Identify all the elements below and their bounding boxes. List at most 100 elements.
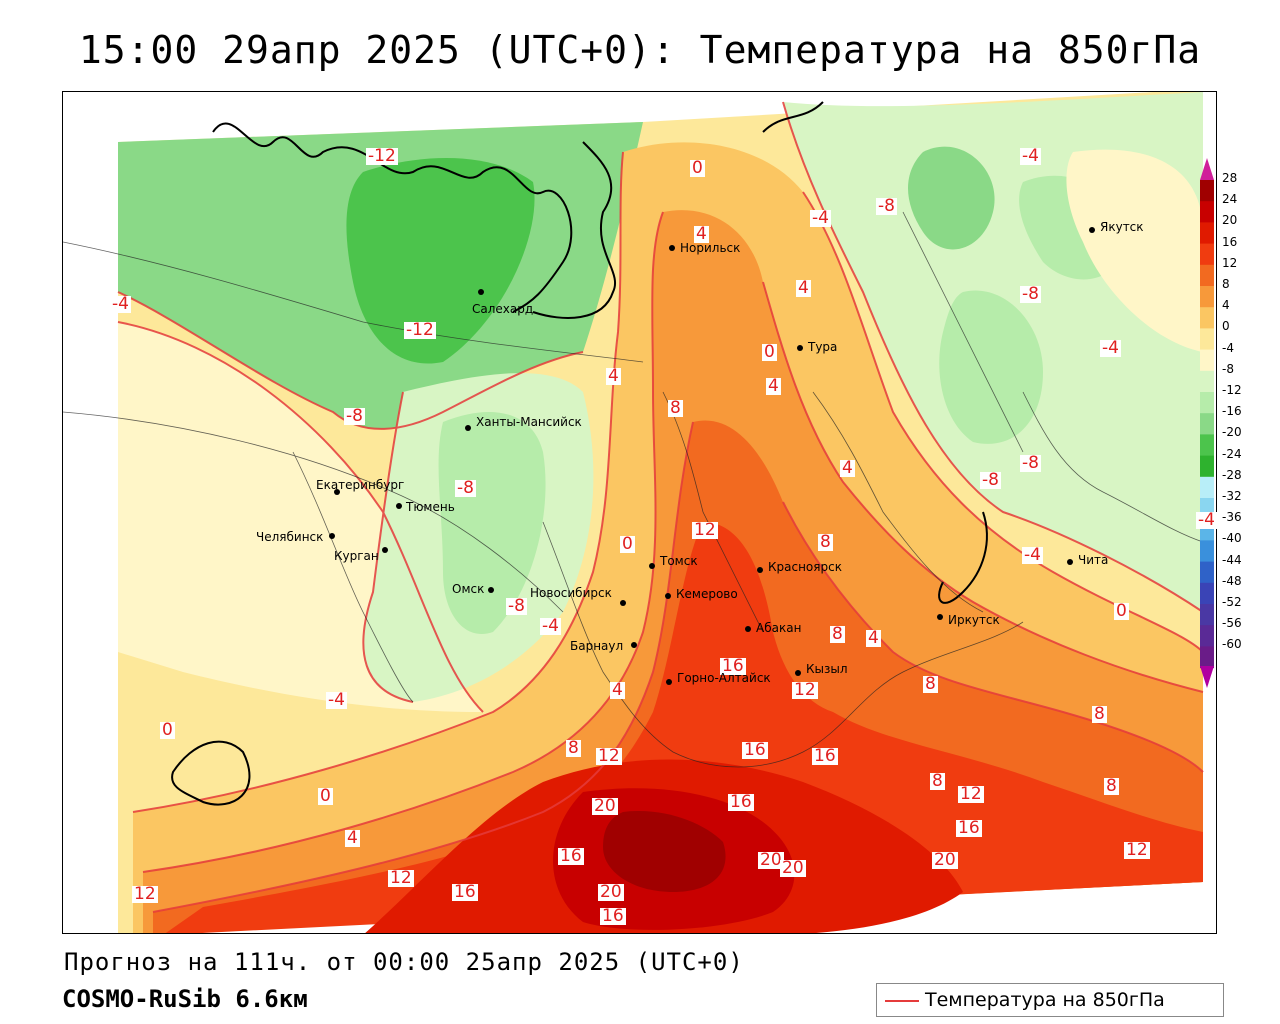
city-marker (396, 503, 402, 509)
isotherm-label: 0 (1114, 601, 1129, 621)
isotherm-label: 12 (792, 680, 818, 700)
isotherm-label: -4 (1020, 146, 1041, 166)
colorbar-tick-label: -40 (1222, 531, 1242, 546)
colorbar-top-triangle (1200, 158, 1214, 180)
colorbar-swatch (1200, 243, 1214, 266)
colorbar-swatch (1200, 582, 1214, 605)
isotherm-label: -4 (326, 690, 347, 710)
colorbar-swatch (1200, 434, 1214, 457)
colorbar-tick-label: -56 (1222, 616, 1242, 631)
legend-label: Температура на 850гПа (925, 989, 1165, 1011)
colorbar-tick-label: -32 (1222, 489, 1242, 503)
city-marker (631, 642, 637, 648)
city-label: Екатеринбург (316, 478, 405, 492)
colorbar-tick-label: -36 (1222, 510, 1242, 525)
colorbar-tick-label: -4 (1222, 340, 1234, 355)
isotherm-label: -4 (810, 208, 831, 228)
map-title: 15:00 29апр 2025 (UTC+0): Температура на… (78, 28, 1202, 72)
map-canvas (63, 92, 1216, 933)
city-marker (669, 245, 675, 251)
colorbar-swatch (1200, 349, 1214, 372)
city-label: Ханты-Мансийск (476, 415, 582, 429)
isotherm-label: 0 (762, 342, 777, 362)
city-label: Кемерово (676, 587, 738, 601)
colorbar-swatch (1200, 264, 1214, 287)
city-label: Курган (334, 549, 379, 563)
colorbar-swatch (1200, 625, 1214, 647)
colorbar-swatch (1200, 392, 1214, 414)
isotherm-label: 12 (596, 746, 622, 766)
isotherm-label: 8 (818, 532, 833, 552)
colorbar-swatch (1200, 455, 1214, 478)
isotherm-label: 4 (796, 278, 811, 298)
isotherm-label: -4 (540, 616, 561, 636)
isotherm-label: 4 (866, 628, 881, 648)
colorbar-tick-label: -8 (1222, 361, 1234, 376)
city-marker (649, 563, 655, 569)
isotherm-label: 16 (600, 906, 626, 926)
colorbar-swatch (1200, 476, 1214, 499)
isotherm-label: 16 (742, 740, 768, 760)
colorbar-tick-label: -52 (1222, 595, 1242, 609)
colorbar-swatch (1200, 307, 1214, 329)
isotherm-label: -4 (1196, 510, 1217, 530)
city-marker (1067, 559, 1073, 565)
city-label: Челябинск (256, 530, 324, 544)
city-label: Горно-Алтайск (677, 671, 771, 685)
city-label: Чита (1078, 553, 1109, 567)
isotherm-label: 12 (958, 784, 984, 804)
isotherm-label: 8 (930, 771, 945, 791)
isotherm-label: 4 (694, 224, 709, 244)
isotherm-label: 4 (606, 366, 621, 386)
isotherm-label: 16 (720, 656, 746, 676)
isotherm-label: -8 (1020, 453, 1041, 473)
colorbar-swatch (1200, 646, 1214, 669)
isotherm-label: 8 (566, 738, 581, 758)
isotherm-label: -8 (980, 470, 1001, 490)
city-marker (797, 345, 803, 351)
isotherm-label: 20 (932, 850, 958, 870)
colorbar-bottom-triangle (1200, 666, 1214, 688)
legend-box: Температура на 850гПа (876, 983, 1224, 1017)
colorbar-tick-label: 12 (1222, 255, 1238, 270)
colorbar-tick-label: 24 (1222, 192, 1238, 207)
forecast-info: Прогноз на 111ч. от 00:00 25апр 2025 (UT… (64, 948, 744, 976)
isotherm-label: 8 (668, 398, 683, 418)
colorbar-tick-label: 8 (1222, 277, 1230, 291)
colorbar-tick-label: -28 (1222, 467, 1242, 482)
isotherm-label: 12 (1124, 840, 1150, 860)
colorbar-tick-label: -24 (1222, 446, 1242, 461)
city-marker (745, 626, 751, 632)
colorbar-swatch (1200, 561, 1214, 584)
city-marker (795, 670, 801, 676)
isotherm-label: 4 (840, 458, 855, 478)
city-marker (1089, 227, 1095, 233)
city-label: Томск (660, 554, 698, 568)
colorbar-tick-label: -20 (1222, 425, 1242, 440)
colorbar-swatch (1200, 604, 1214, 626)
colorbar-tick-label: -16 (1222, 404, 1242, 419)
isotherm-label: 8 (830, 624, 845, 644)
isotherm-label: 4 (766, 376, 781, 396)
city-marker (334, 489, 340, 495)
city-label: Иркутск (948, 613, 1000, 627)
isotherm-label: 8 (923, 674, 938, 694)
city-label: Абакан (756, 621, 802, 635)
colorbar-swatch (1200, 413, 1214, 435)
city-label: Красноярск (768, 560, 842, 574)
colorbar-tick-label: 28 (1222, 171, 1238, 185)
isotherm-label: 20 (592, 796, 618, 816)
isotherm-label: 8 (1092, 704, 1107, 724)
isotherm-label: -8 (506, 596, 527, 616)
isotherm-label: 20 (780, 858, 806, 878)
isotherm-label: 16 (812, 746, 838, 766)
city-marker (329, 533, 335, 539)
city-label: Норильск (680, 241, 741, 255)
colorbar-tick-label: -12 (1222, 383, 1242, 397)
isotherm-label: 0 (318, 786, 333, 806)
isotherm-label: -8 (876, 196, 897, 216)
isotherm-label: 4 (610, 680, 625, 700)
colorbar-swatch (1200, 222, 1214, 245)
isotherm-label: 0 (690, 158, 705, 178)
city-label: Омск (452, 582, 485, 596)
